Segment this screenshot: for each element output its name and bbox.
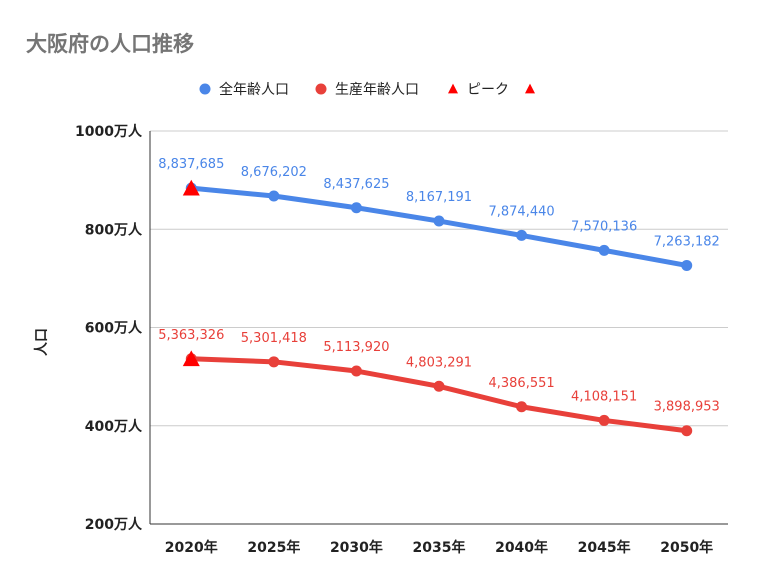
legend: 全年齢人口 生産年齢人口 ピーク bbox=[199, 81, 535, 98]
series-0-point-5 bbox=[598, 244, 610, 256]
peak-marker-0 bbox=[182, 179, 200, 196]
series-0-data-label-6: 7,263,182 bbox=[654, 234, 720, 249]
y-tick-label-600: 600万人 bbox=[85, 320, 143, 337]
series-1-point-2 bbox=[350, 365, 362, 377]
chart-title: 大阪府の人口推移 bbox=[26, 32, 194, 56]
legend-label-0: 全年齢人口 bbox=[219, 81, 289, 98]
y-tick-label-400: 400万人 bbox=[85, 418, 143, 435]
x-tick-label-0: 2020年 bbox=[165, 539, 218, 556]
y-tick-label-800: 800万人 bbox=[85, 221, 143, 238]
legend-marker-3 bbox=[525, 83, 535, 94]
legend-marker-0 bbox=[199, 83, 211, 95]
series-0-point-1 bbox=[268, 190, 280, 202]
legend-label-1: 生産年齢人口 bbox=[335, 82, 419, 98]
y-axis-ticks: 1000万人 800万人 600万人 400万人 200万人 bbox=[75, 123, 143, 533]
peak-marker-1 bbox=[182, 350, 200, 367]
data-labels: 8,837,685 8,676,202 8,437,625 8,167,191 7,87… bbox=[158, 157, 720, 415]
y-tick-label-200: 200万人 bbox=[85, 516, 143, 533]
x-tick-label-5: 2045年 bbox=[578, 539, 631, 556]
series-1-data-label-3: 4,803,291 bbox=[406, 355, 472, 370]
series-0-data-label-0: 8,837,685 bbox=[158, 157, 224, 172]
x-tick-label-3: 2035年 bbox=[413, 539, 466, 556]
series-1-data-label-6: 3,898,953 bbox=[654, 400, 720, 415]
legend-marker-1 bbox=[315, 83, 327, 95]
x-tick-label-6: 2050年 bbox=[660, 539, 713, 556]
gridlines bbox=[149, 130, 728, 525]
legend-label-2: ピーク bbox=[467, 82, 509, 98]
series-0-point-2 bbox=[350, 202, 362, 214]
series-1-data-label-2: 5,113,920 bbox=[323, 340, 389, 355]
series-1-point-4 bbox=[516, 401, 528, 413]
series-0-data-label-4: 7,874,440 bbox=[488, 204, 554, 219]
series-0-data-label-3: 8,167,191 bbox=[406, 190, 472, 205]
series-1-data-label-1: 5,301,418 bbox=[241, 331, 307, 346]
series-1-data-label-0: 5,363,326 bbox=[158, 328, 224, 343]
y-tick-label-1000: 1000万人 bbox=[75, 123, 143, 140]
series-1-data-label-5: 4,108,151 bbox=[571, 389, 637, 404]
series-0-point-4 bbox=[516, 229, 528, 241]
y-axis-label: 人口 bbox=[33, 328, 50, 356]
series-1-point-1 bbox=[268, 356, 280, 368]
legend-marker-2 bbox=[448, 83, 458, 94]
x-axis-ticks: 2020年 2025年 2030年 2035年 2040年 2045年 2050年 bbox=[165, 539, 713, 556]
x-tick-label-1: 2025年 bbox=[247, 539, 300, 556]
series-0-data-label-2: 8,437,625 bbox=[323, 177, 389, 192]
series-1-data-label-4: 4,386,551 bbox=[488, 376, 554, 391]
x-tick-label-2: 2030年 bbox=[330, 539, 383, 556]
peak-markers bbox=[182, 179, 200, 367]
series-0-point-3 bbox=[433, 215, 445, 227]
series-0-point-6 bbox=[681, 259, 693, 271]
x-tick-label-4: 2040年 bbox=[495, 539, 548, 556]
series-0-data-label-5: 7,570,136 bbox=[571, 219, 637, 234]
series-1-point-5 bbox=[598, 414, 610, 426]
series-1-point-3 bbox=[433, 380, 445, 392]
series-1-point-6 bbox=[681, 425, 693, 437]
series-0-data-label-1: 8,676,202 bbox=[241, 165, 307, 180]
